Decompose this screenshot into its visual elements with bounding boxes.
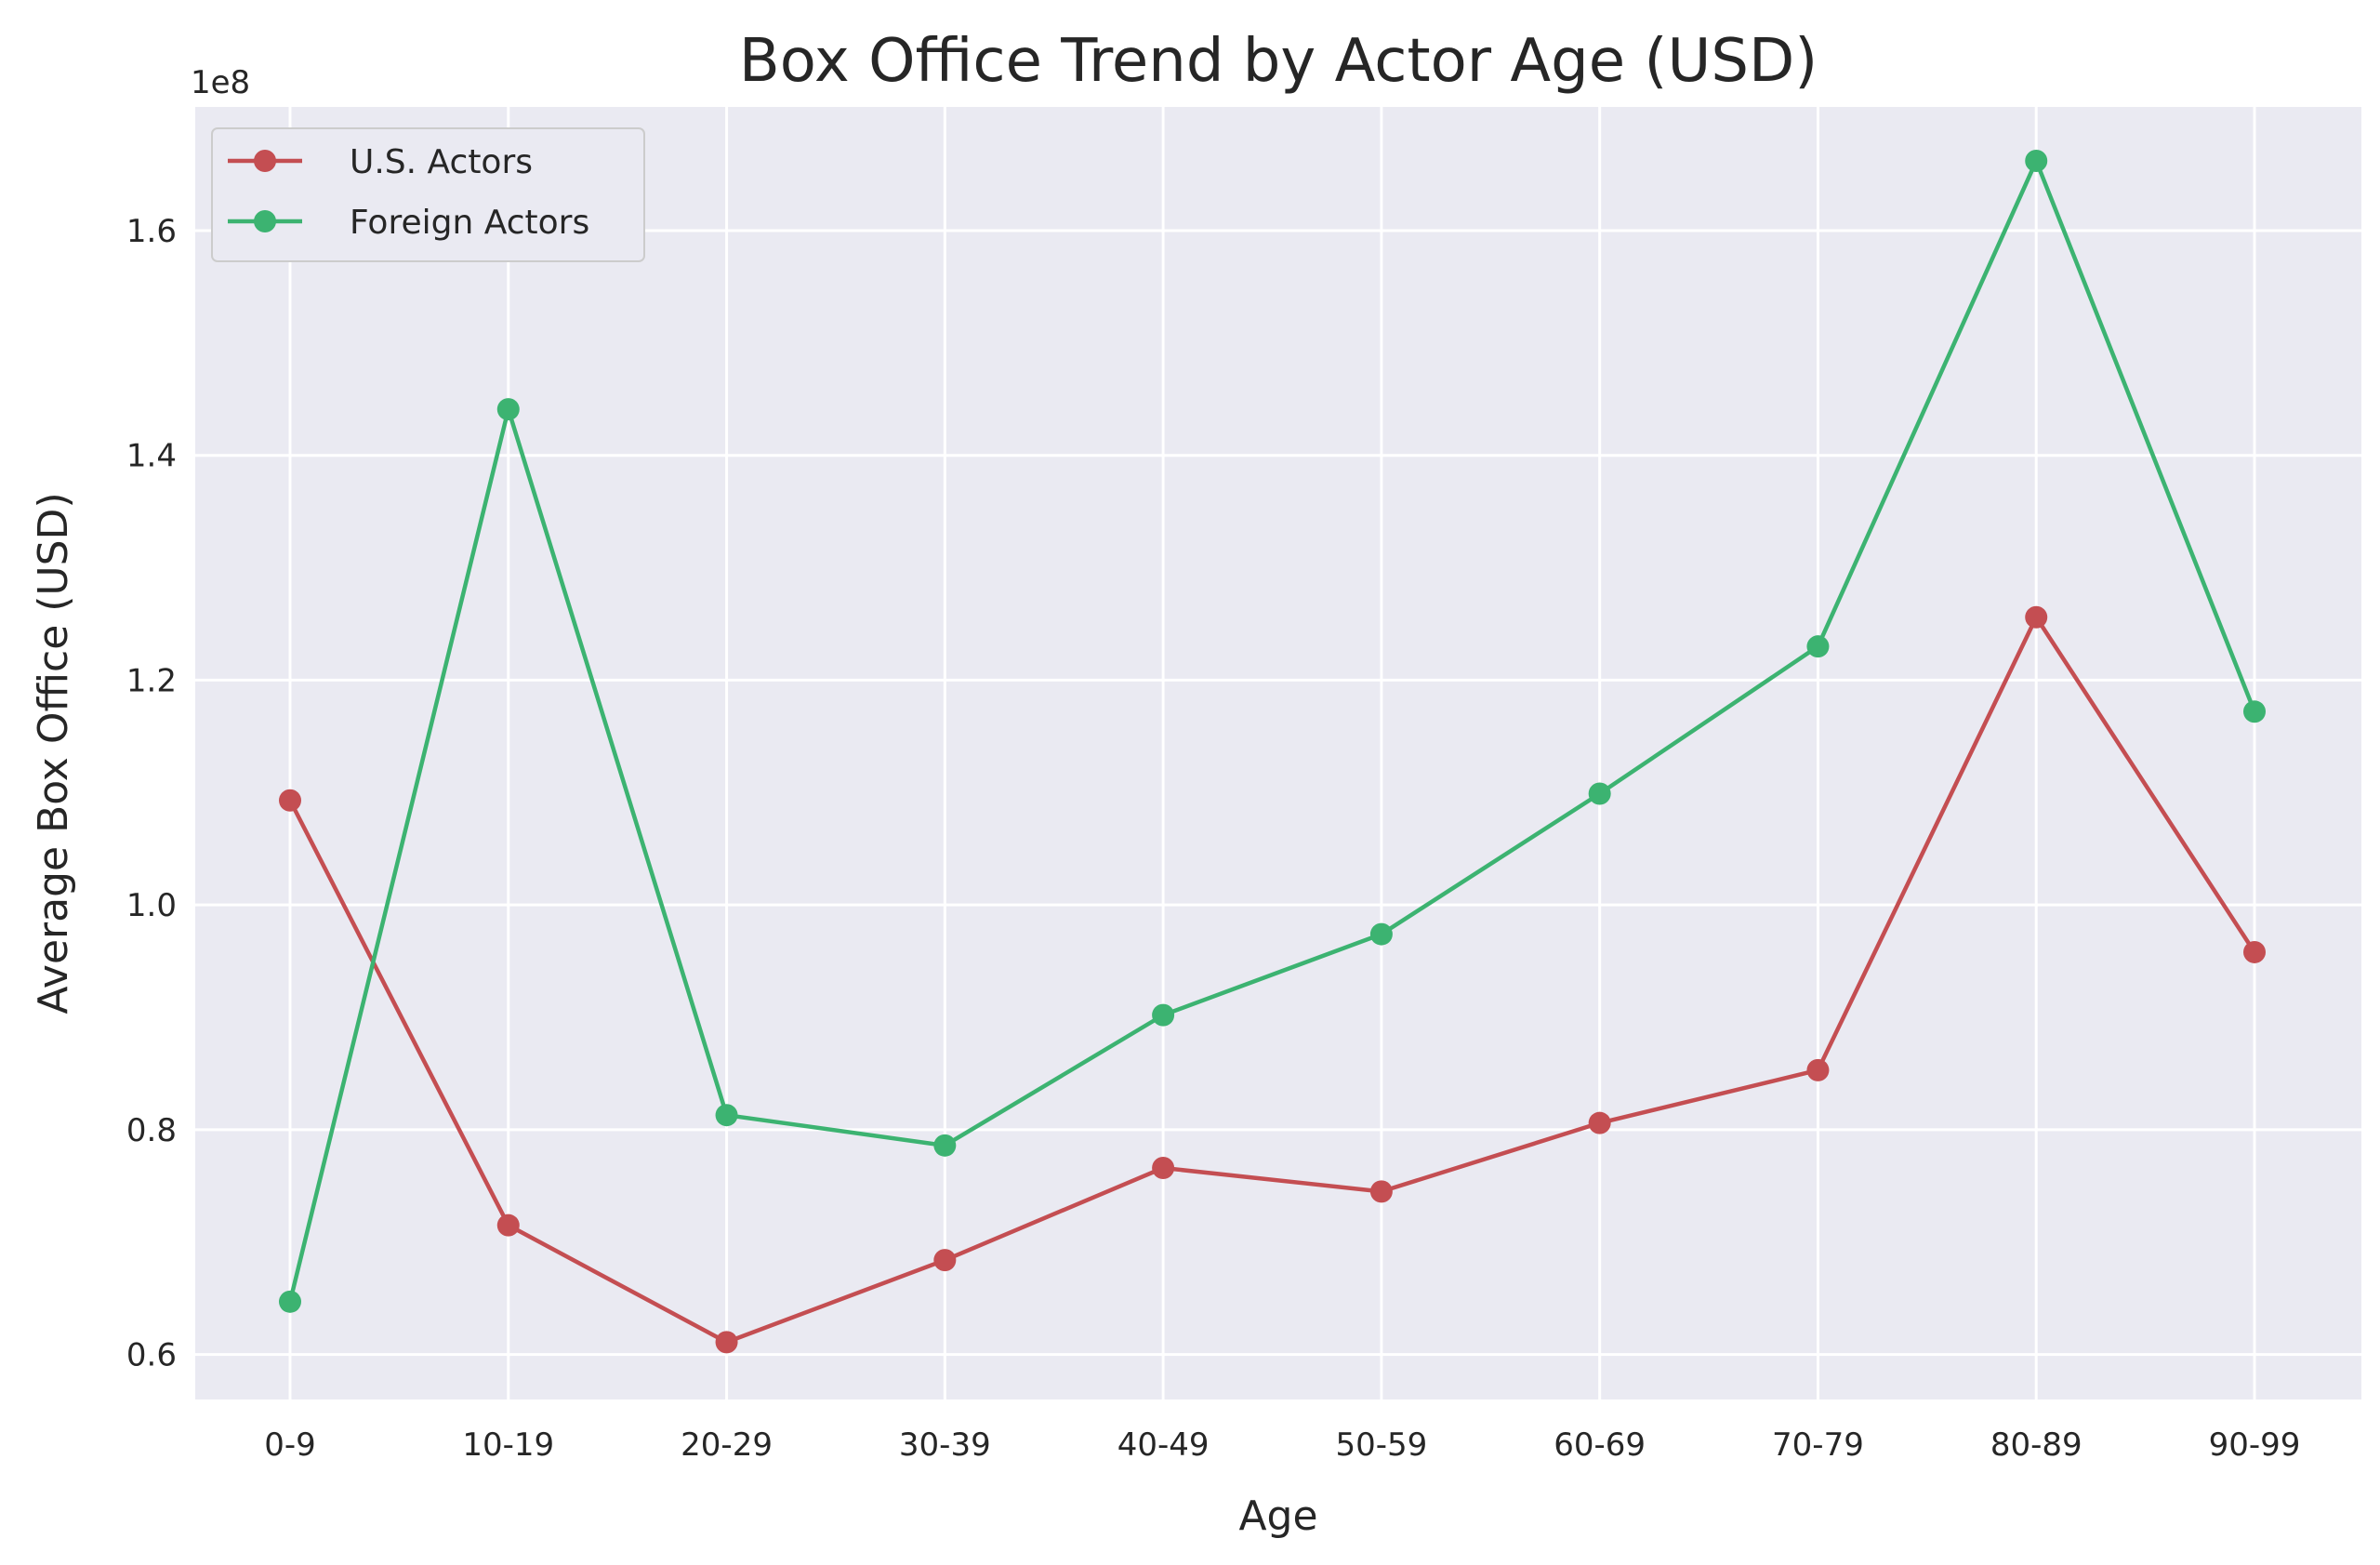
x-tick-labels: 0-9 10-19 20-29 30-39 40-49 50-59 60-69 70-79 80… xyxy=(264,1426,2300,1464)
x-tick-label: 50-59 xyxy=(1335,1426,1427,1464)
data-point xyxy=(2025,605,2048,629)
x-tick-label: 20-29 xyxy=(681,1426,773,1464)
x-tick-label: 40-49 xyxy=(1117,1426,1210,1464)
plot-background xyxy=(195,107,2361,1399)
legend-box xyxy=(211,127,645,262)
y-tick-labels: 0.6 0.8 1.0 1.2 1.4 1.6 xyxy=(126,213,177,1374)
y-tick-label: 1.2 xyxy=(126,662,177,699)
grid-lines xyxy=(195,107,2361,1399)
chart-title: Box Office Trend by Actor Age (USD) xyxy=(739,27,1818,96)
y-exponent-label: 1e8 xyxy=(191,64,250,101)
data-point xyxy=(1806,1058,1830,1081)
series-foreign-actors xyxy=(279,150,2266,1313)
data-point xyxy=(1369,1180,1393,1203)
x-tick-label: 10-19 xyxy=(462,1426,554,1464)
x-tick-label: 90-99 xyxy=(2209,1426,2301,1464)
legend-label-us: U.S. Actors xyxy=(350,143,533,181)
x-tick-label: 60-69 xyxy=(1554,1426,1646,1464)
legend-marker-foreign xyxy=(254,210,276,232)
data-point xyxy=(1369,922,1393,946)
data-point xyxy=(2243,700,2266,723)
data-point xyxy=(496,398,520,421)
series-layer xyxy=(279,150,2266,1354)
data-point xyxy=(715,1331,738,1354)
y-tick-label: 1.6 xyxy=(126,213,177,250)
data-point xyxy=(1806,635,1830,658)
data-point xyxy=(1588,782,1611,805)
series-us-actors xyxy=(279,605,2266,1354)
x-tick-label: 80-89 xyxy=(1990,1426,2082,1464)
y-tick-label: 0.6 xyxy=(126,1337,177,1374)
y-axis-label: Average Box Office (USD) xyxy=(30,492,77,1014)
x-tick-label: 70-79 xyxy=(1772,1426,1864,1464)
y-tick-label: 0.8 xyxy=(126,1112,177,1149)
series-line xyxy=(287,158,2257,1303)
data-point xyxy=(496,1214,520,1237)
data-point xyxy=(2243,940,2266,963)
data-point xyxy=(933,1134,957,1157)
x-axis-label: Age xyxy=(1238,1492,1317,1540)
legend-label-foreign: Foreign Actors xyxy=(350,204,589,242)
x-tick-label: 30-39 xyxy=(899,1426,991,1464)
y-tick-label: 1.4 xyxy=(126,438,177,475)
x-tick-label: 0-9 xyxy=(264,1426,316,1464)
data-point xyxy=(1152,1157,1175,1180)
data-point xyxy=(279,789,301,812)
legend: U.S. Actors Foreign Actors xyxy=(211,127,645,262)
y-tick-label: 1.0 xyxy=(126,887,177,924)
legend-marker-us xyxy=(254,150,276,172)
data-point xyxy=(2025,150,2048,173)
data-point xyxy=(933,1249,957,1272)
series-line xyxy=(287,615,2256,1345)
data-point xyxy=(715,1104,738,1127)
data-point xyxy=(1152,1003,1175,1027)
data-point xyxy=(279,1290,301,1313)
data-point xyxy=(1588,1111,1611,1134)
